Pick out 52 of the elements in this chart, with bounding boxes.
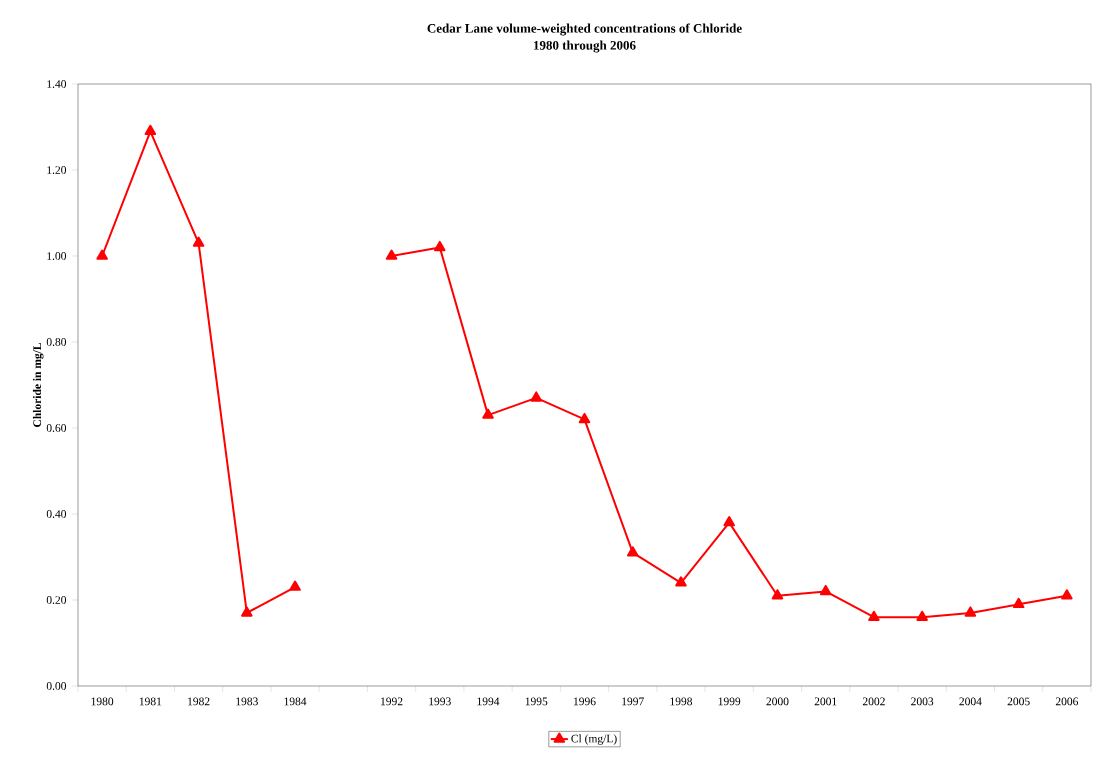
- point: [964, 606, 977, 617]
- point: [241, 606, 253, 617]
- x-tick-label: 2003: [911, 697, 934, 706]
- point: [819, 584, 832, 596]
- point: [1012, 597, 1025, 609]
- y-tick-label: 0.00: [46, 682, 67, 690]
- point: [1061, 589, 1073, 600]
- x-tick-label: 1993: [429, 697, 451, 706]
- point: [626, 546, 639, 557]
- legend-label: Cl (mg/L): [571, 734, 617, 745]
- point: [289, 580, 301, 591]
- x-tick-label: 1996: [574, 697, 596, 706]
- y-tick-label: 0.40: [46, 510, 67, 518]
- point: [723, 516, 735, 527]
- point: [578, 412, 591, 424]
- point: [868, 610, 880, 621]
- x-tick-label: 1984: [284, 697, 307, 706]
- y-axis-title: Chloride in mg/L: [32, 342, 44, 427]
- y-tick-label: 1.40: [47, 80, 67, 88]
- point: [916, 610, 928, 621]
- x-tick-label: 2000: [766, 697, 789, 706]
- x-tick-label: 1999: [718, 697, 741, 706]
- x-tick-label: 1998: [670, 697, 693, 706]
- point: [192, 236, 205, 247]
- x-tick-label: 2006: [1055, 697, 1079, 706]
- x-tick-label: 2001: [814, 697, 837, 706]
- x-tick-label: 1981: [139, 697, 162, 706]
- x-tick-label: 1994: [477, 697, 500, 706]
- y-tick-label: 0.80: [46, 338, 67, 346]
- point: [96, 249, 108, 260]
- chart-title: Cedar Lane volume-weighted concentrations of Chloride: [427, 23, 742, 36]
- point: [144, 124, 157, 136]
- x-tick-label: 2002: [862, 697, 885, 706]
- point: [771, 589, 784, 600]
- x-tick-label: 1992: [381, 697, 403, 706]
- y-tick-label: 1.20: [47, 166, 67, 174]
- x-tick-label: 1982: [188, 697, 210, 706]
- y-tick-label: 1.00: [47, 252, 67, 260]
- point: [482, 408, 494, 419]
- point: [530, 391, 543, 402]
- y-tick-label: 0.20: [46, 596, 67, 604]
- chart-subtitle: 1980 through 2006: [534, 40, 636, 53]
- x-tick-label: 1983: [236, 697, 258, 706]
- point: [675, 576, 687, 587]
- x-tick-label: 2004: [959, 697, 982, 706]
- x-tick-label: 1997: [622, 697, 644, 706]
- x-tick-label: 1995: [525, 697, 548, 706]
- x-tick-label: 1980: [91, 697, 114, 706]
- y-tick-label: 0.60: [46, 424, 67, 432]
- point: [385, 249, 398, 260]
- point: [434, 240, 446, 252]
- x-tick-label: 2005: [1007, 697, 1030, 706]
